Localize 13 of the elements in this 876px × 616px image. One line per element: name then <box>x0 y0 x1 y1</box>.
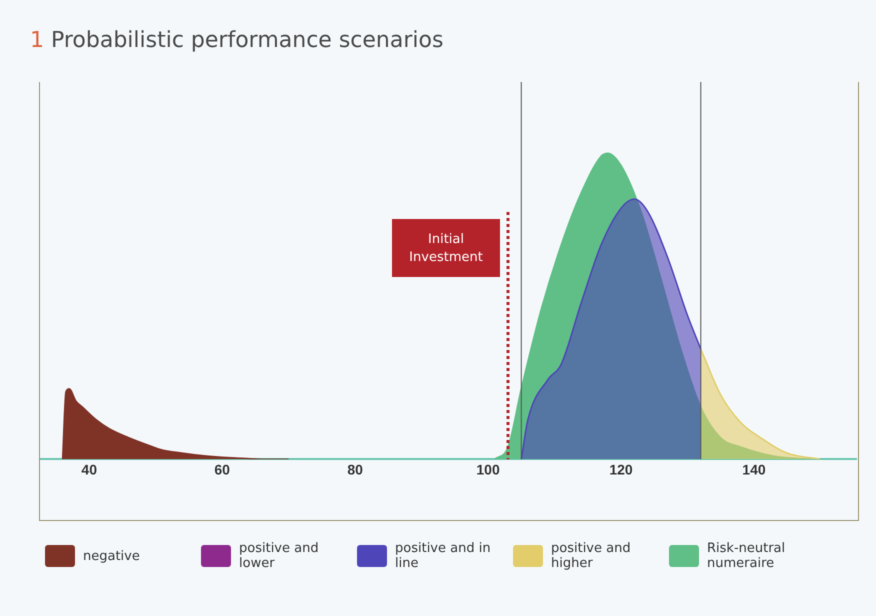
x-tick-label: 140 <box>742 461 766 478</box>
chart-title: 1 Probabilistic performance scenarios <box>30 28 444 53</box>
text: positive and lower <box>239 541 320 571</box>
legend-label: positive and higher <box>551 541 632 571</box>
x-tick-label: 80 <box>347 461 364 478</box>
x-tick-label: 40 <box>81 461 98 478</box>
ref-line-label: Initial Investment <box>409 232 483 265</box>
x-tick-label: 100 <box>476 461 500 478</box>
legend-label: Risk-neutral numeraire <box>707 541 786 571</box>
x-tick-label: 60 <box>214 461 230 478</box>
x-tick-label: 120 <box>609 461 633 478</box>
legend-label: positive and in line <box>395 541 491 571</box>
legend-label: negative <box>83 548 141 564</box>
